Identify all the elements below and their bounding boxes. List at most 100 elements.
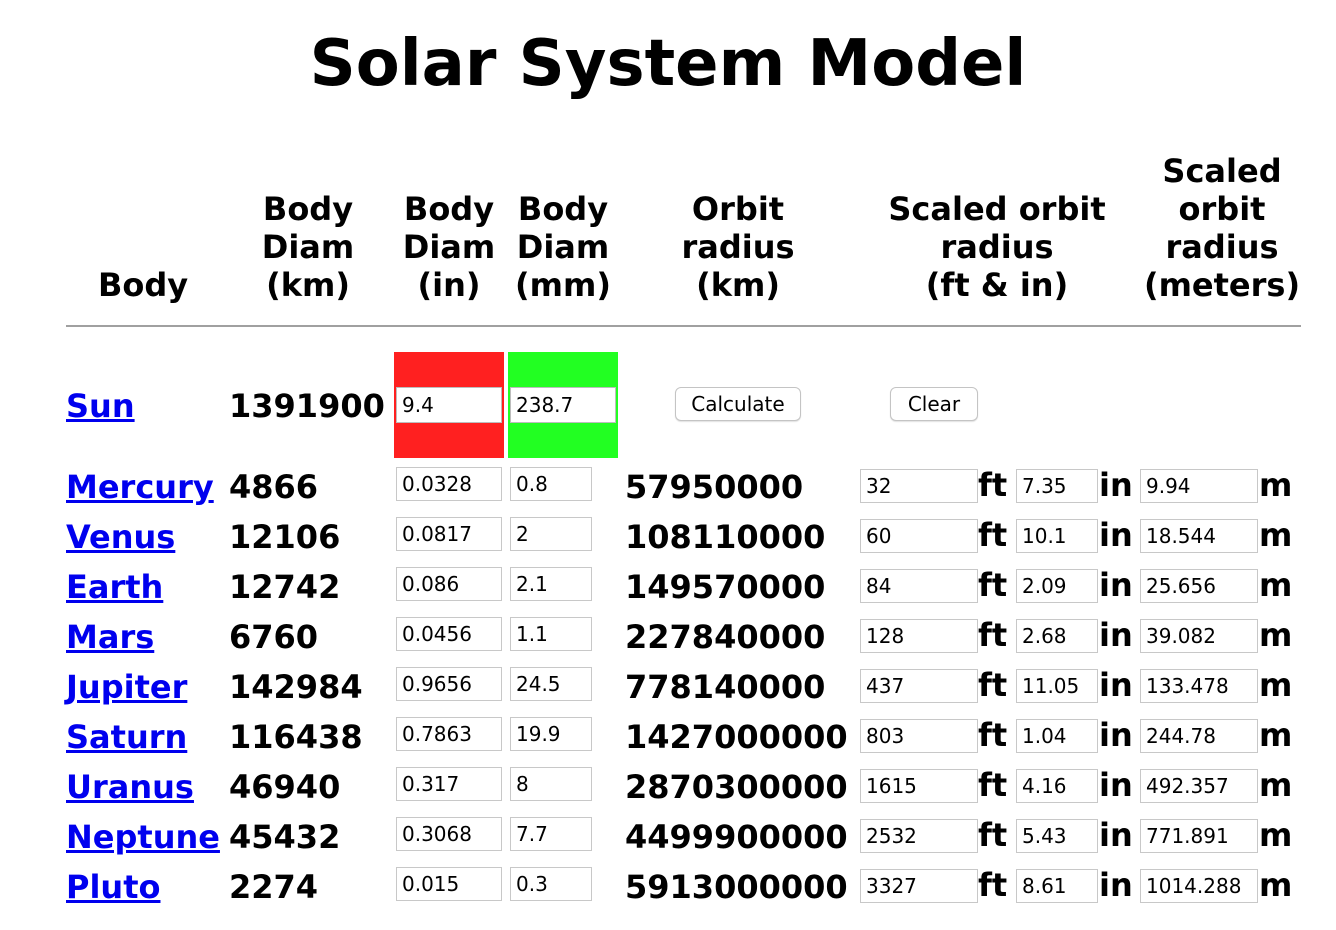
scaled-ft-input[interactable]: [860, 819, 978, 853]
in-unit-label: in: [1099, 666, 1133, 704]
diam-km-value: 46940: [229, 768, 341, 806]
scaled-m-input[interactable]: [1140, 769, 1258, 803]
scaled-m-input[interactable]: [1140, 869, 1258, 903]
header-scaled-meters: Scaled orbit radius (meters): [1143, 152, 1301, 304]
diam-in-input[interactable]: [396, 867, 502, 901]
scaled-ft-input[interactable]: [860, 769, 978, 803]
scaled-ft-input[interactable]: [860, 519, 978, 553]
scaled-ft-input[interactable]: [860, 569, 978, 603]
header-diam-km: Body Diam (km): [261, 190, 355, 304]
scaled-m-input[interactable]: [1140, 819, 1258, 853]
scaled-ft-input[interactable]: [860, 669, 978, 703]
scaled-m-input[interactable]: [1140, 669, 1258, 703]
planet-link-mars[interactable]: Mars: [66, 618, 155, 656]
planet-link-jupiter[interactable]: Jupiter: [66, 668, 188, 706]
ft-unit-label: ft: [978, 466, 1008, 504]
diam-mm-input[interactable]: [510, 817, 592, 851]
header-diam-in: Body Diam (in): [402, 190, 496, 304]
diam-km-value: 12742: [229, 568, 341, 606]
sun-diam-mm-input[interactable]: [510, 387, 616, 423]
ft-unit-label: ft: [978, 566, 1008, 604]
diam-in-input[interactable]: [396, 817, 502, 851]
planet-link-pluto[interactable]: Pluto: [66, 868, 161, 906]
scaled-ft-input[interactable]: [860, 469, 978, 503]
diam-mm-input[interactable]: [510, 767, 592, 801]
diam-mm-input[interactable]: [510, 517, 592, 551]
scaled-m-input[interactable]: [1140, 569, 1258, 603]
scaled-in-input[interactable]: [1016, 669, 1098, 703]
scaled-in-input[interactable]: [1016, 519, 1098, 553]
diam-mm-input[interactable]: [510, 717, 592, 751]
scaled-ft-input[interactable]: [860, 619, 978, 653]
ft-unit-label: ft: [978, 816, 1008, 854]
diam-mm-input[interactable]: [510, 867, 592, 901]
diam-in-input[interactable]: [396, 667, 502, 701]
m-unit-label: m: [1259, 516, 1293, 554]
scaled-ft-input[interactable]: [860, 869, 978, 903]
planet-link-venus[interactable]: Venus: [66, 518, 176, 556]
scaled-in-input[interactable]: [1016, 869, 1098, 903]
in-unit-label: in: [1099, 816, 1133, 854]
diam-in-input[interactable]: [396, 717, 502, 751]
orbit-km-value: 108110000: [625, 518, 826, 556]
scaled-m-input[interactable]: [1140, 469, 1258, 503]
diam-km-value: 45432: [229, 818, 341, 856]
scaled-in-input[interactable]: [1016, 619, 1098, 653]
planet-link-neptune[interactable]: Neptune: [66, 818, 220, 856]
diam-mm-input[interactable]: [510, 467, 592, 501]
diam-in-input[interactable]: [396, 467, 502, 501]
scaled-in-input[interactable]: [1016, 569, 1098, 603]
sun-diam-km: 1391900: [229, 387, 385, 425]
scaled-in-input[interactable]: [1016, 769, 1098, 803]
ft-unit-label: ft: [978, 516, 1008, 554]
m-unit-label: m: [1259, 766, 1293, 804]
diam-km-value: 4866: [229, 468, 319, 506]
scaled-m-input[interactable]: [1140, 719, 1258, 753]
clear-button[interactable]: Clear: [890, 387, 978, 421]
planet-link-mercury[interactable]: Mercury: [66, 468, 214, 506]
ft-unit-label: ft: [978, 866, 1008, 904]
scaled-m-input[interactable]: [1140, 619, 1258, 653]
orbit-km-value: 2870300000: [625, 768, 848, 806]
diam-in-input[interactable]: [396, 567, 502, 601]
scaled-ft-input[interactable]: [860, 719, 978, 753]
header-scaled-ft-in: Scaled orbit radius (ft & in): [888, 190, 1106, 304]
in-unit-label: in: [1099, 516, 1133, 554]
calculate-button[interactable]: Calculate: [675, 387, 801, 421]
orbit-km-value: 149570000: [625, 568, 826, 606]
diam-km-value: 12106: [229, 518, 341, 556]
sun-diam-in-input[interactable]: [396, 387, 502, 423]
m-unit-label: m: [1259, 616, 1293, 654]
planet-link-earth[interactable]: Earth: [66, 568, 164, 606]
page-title: Solar System Model: [309, 27, 1027, 101]
diam-mm-input[interactable]: [510, 567, 592, 601]
ft-unit-label: ft: [978, 616, 1008, 654]
m-unit-label: m: [1259, 466, 1293, 504]
header-divider: [66, 325, 1301, 327]
diam-km-value: 142984: [229, 668, 363, 706]
in-unit-label: in: [1099, 616, 1133, 654]
m-unit-label: m: [1259, 566, 1293, 604]
diam-mm-input[interactable]: [510, 667, 592, 701]
m-unit-label: m: [1259, 716, 1293, 754]
diam-in-input[interactable]: [396, 767, 502, 801]
planet-link-uranus[interactable]: Uranus: [66, 768, 194, 806]
planet-link-sun[interactable]: Sun: [66, 387, 135, 425]
planet-link-saturn[interactable]: Saturn: [66, 718, 188, 756]
diam-km-value: 116438: [229, 718, 363, 756]
diam-in-input[interactable]: [396, 517, 502, 551]
scaled-in-input[interactable]: [1016, 469, 1098, 503]
m-unit-label: m: [1259, 866, 1293, 904]
m-unit-label: m: [1259, 666, 1293, 704]
scaled-in-input[interactable]: [1016, 819, 1098, 853]
orbit-km-value: 227840000: [625, 618, 826, 656]
in-unit-label: in: [1099, 766, 1133, 804]
diam-mm-input[interactable]: [510, 617, 592, 651]
ft-unit-label: ft: [978, 716, 1008, 754]
scaled-in-input[interactable]: [1016, 719, 1098, 753]
scaled-m-input[interactable]: [1140, 519, 1258, 553]
m-unit-label: m: [1259, 816, 1293, 854]
in-unit-label: in: [1099, 866, 1133, 904]
diam-in-input[interactable]: [396, 617, 502, 651]
in-unit-label: in: [1099, 566, 1133, 604]
